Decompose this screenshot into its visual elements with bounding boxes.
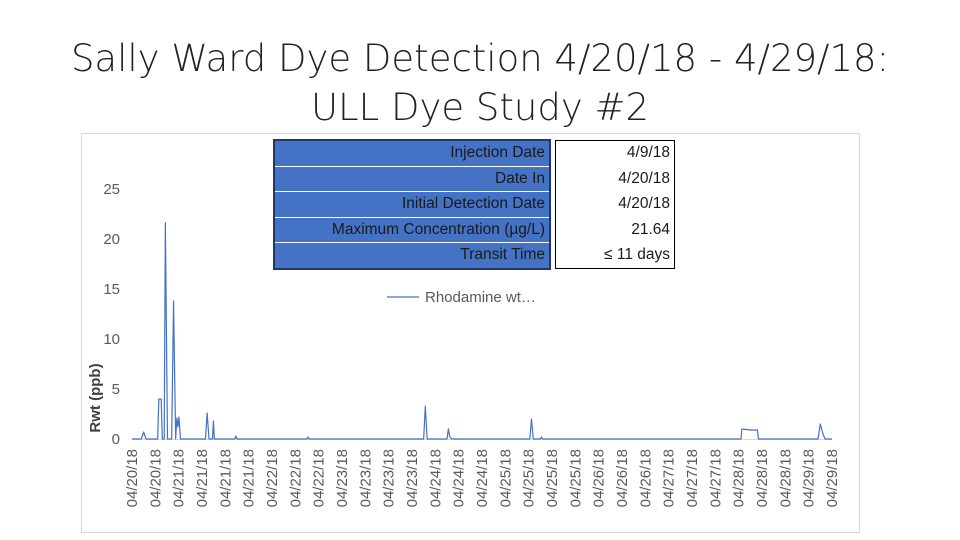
info-value: 4/20/18 [555,191,675,217]
info-row: Initial Detection Date 4/20/18 [273,191,675,218]
y-tick-label: 20 [103,231,120,248]
info-gap [550,217,556,243]
x-tick-label: 04/25/18 [497,449,514,507]
info-row: Date In 4/20/18 [273,165,675,192]
info-value: 21.64 [555,217,675,243]
x-tick-label: 04/24/18 [451,449,468,507]
x-tick-label: 04/26/18 [614,449,631,507]
info-row: Maximum Concentration (µg/L) 21.64 [273,216,675,243]
x-tick-label: 04/22/18 [287,449,304,507]
title-line-1: Sally Ward Dye Detection 4/20/18 - 4/29/… [70,37,890,80]
x-tick-label: 04/27/18 [707,449,724,507]
info-gap [550,242,556,269]
x-tick-label: 04/22/18 [264,449,281,507]
x-tick-label: 04/28/18 [777,449,794,507]
info-value: ≤ 11 days [555,242,675,269]
series-line [132,222,832,440]
legend-entry: Rhodamine wt… [425,289,536,306]
y-tick-label: 5 [112,381,120,398]
y-tick-label: 25 [103,181,120,198]
x-tick-label: 04/27/18 [661,449,678,507]
x-tick-label: 04/21/18 [217,449,234,507]
x-tick-label: 04/28/18 [731,449,748,507]
y-tick-label: 10 [103,331,120,348]
x-tick-label: 04/22/18 [311,449,328,507]
x-tick-label: 04/24/18 [474,449,491,507]
chart: Rwt (ppb) 0 5 10 15 20 25 04/20/18 04/20/18 04/2… [87,181,841,507]
x-tick-label: 04/23/18 [381,449,398,507]
x-tick-label: 04/20/18 [124,449,141,507]
info-label: Initial Detection Date [273,191,551,218]
x-tick-label: 04/23/18 [404,449,421,507]
x-tick-label: 04/28/18 [754,449,771,507]
x-tick-label: 04/24/18 [427,449,444,507]
info-value: 4/20/18 [555,166,675,192]
slide-title: Sally Ward Dye Detection 4/20/18 - 4/29/… [0,34,960,132]
x-tick-label: 04/21/18 [171,449,188,507]
info-gap [550,191,556,217]
info-gap [550,140,556,166]
x-tick-label: 04/29/18 [824,449,841,507]
x-tick-label: 04/20/18 [147,449,164,507]
title-line-2: ULL Dye Study #2 [310,86,650,129]
x-tick-label: 04/29/18 [801,449,818,507]
info-row: Injection Date 4/9/18 [273,139,675,167]
x-tick-label: 04/25/18 [544,449,561,507]
info-label: Date In [273,165,551,192]
info-value: 4/9/18 [555,139,675,166]
info-label: Transit Time [273,242,551,270]
x-tick-label: 04/26/18 [637,449,654,507]
x-tick-label: 04/25/18 [567,449,584,507]
info-gap [550,166,556,192]
info-label: Injection Date [273,139,551,167]
y-axis-label: Rwt (ppb) [87,363,104,432]
info-table: Injection Date 4/9/18 Date In 4/20/18 Initia… [273,139,675,270]
y-tick-label: 15 [103,281,120,298]
x-tick-label: 04/25/18 [521,449,538,507]
x-tick-label: 04/21/18 [241,449,258,507]
info-label: Maximum Concentration (µg/L) [273,216,551,243]
y-tick-label: 0 [112,431,120,448]
x-tick-label: 04/26/18 [591,449,608,507]
x-tick-label: 04/23/18 [334,449,351,507]
x-tick-label: 04/23/18 [357,449,374,507]
x-tick-label: 04/27/18 [684,449,701,507]
x-tick-label: 04/21/18 [194,449,211,507]
info-row: Transit Time ≤ 11 days [273,242,675,270]
